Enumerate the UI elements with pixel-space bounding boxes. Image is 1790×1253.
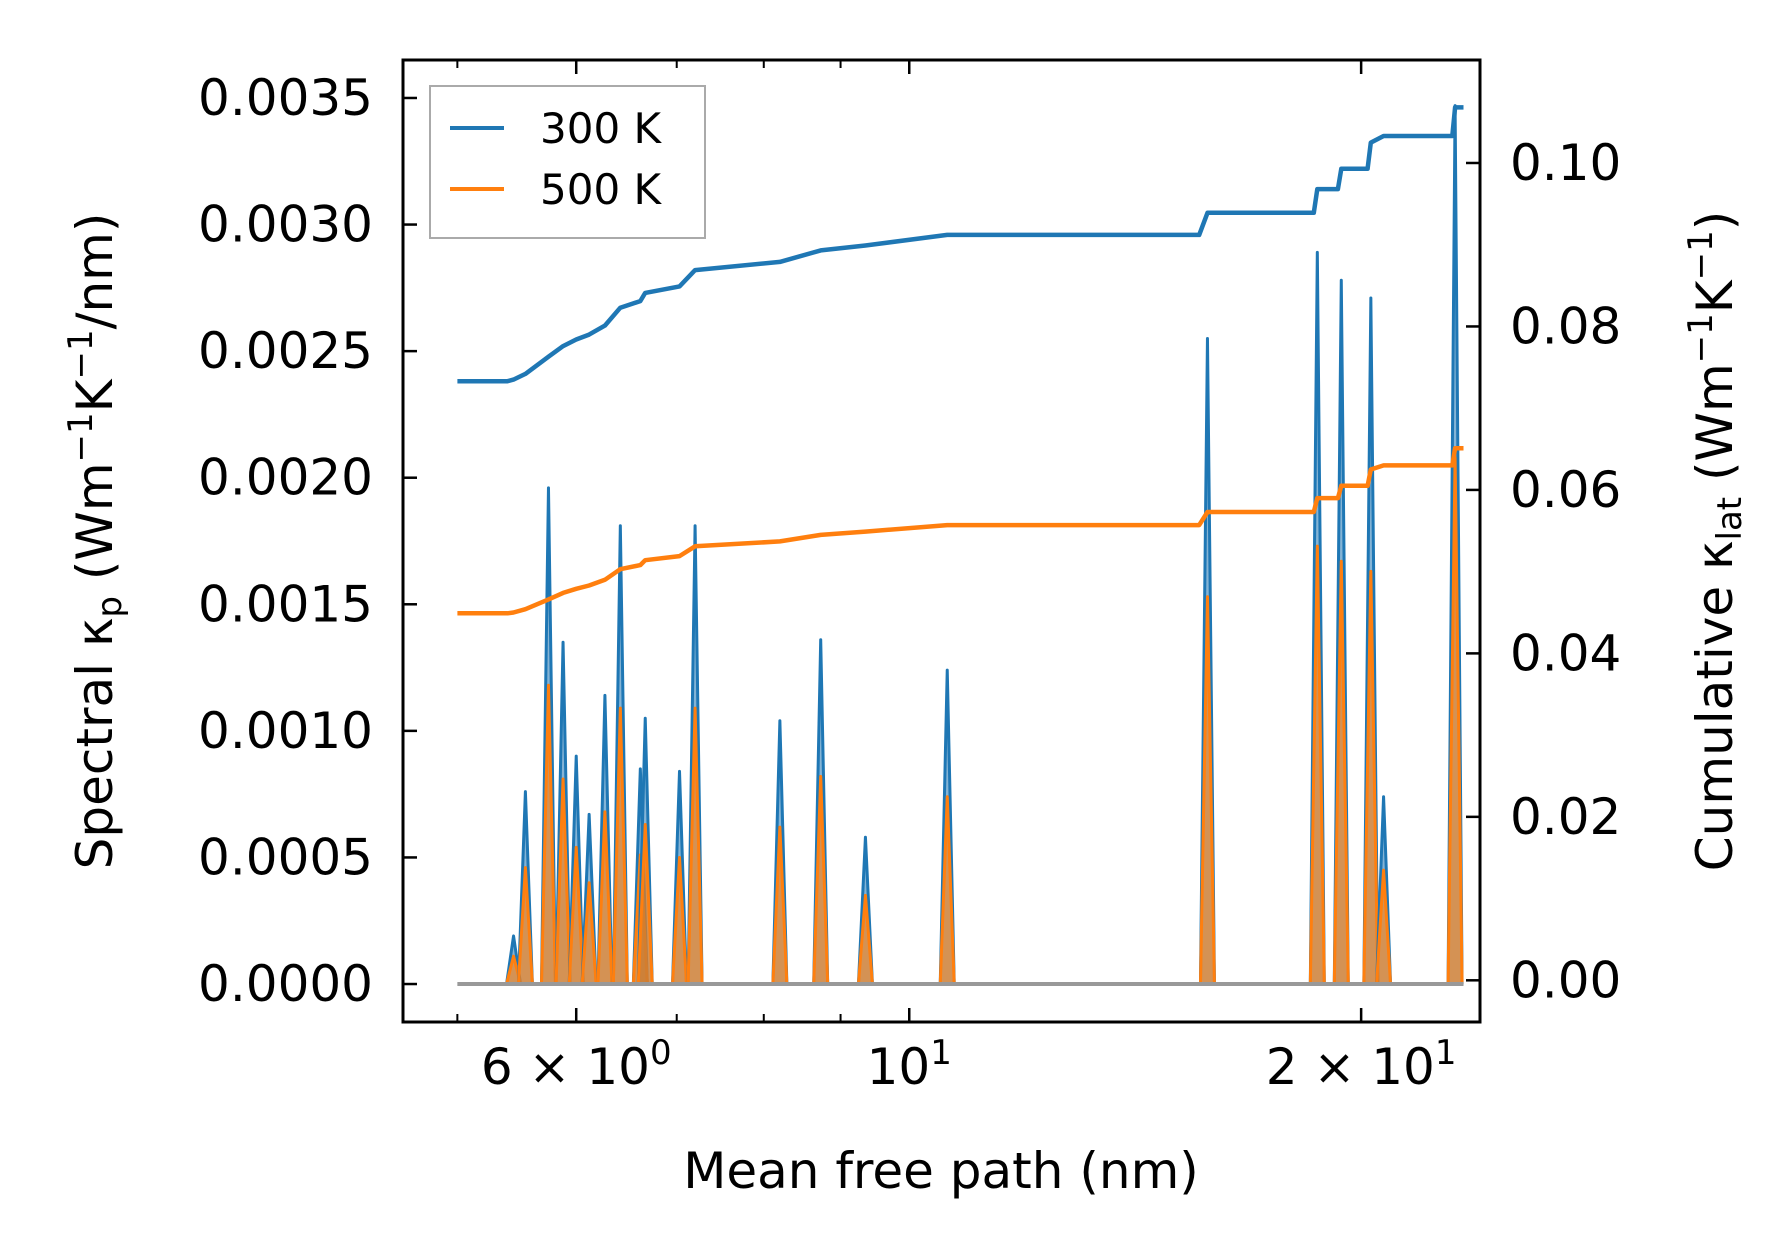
- legend: 300 K 500 K: [429, 85, 706, 239]
- x-tick-label: 101: [867, 1033, 952, 1096]
- cumulative-lines-layer: [457, 105, 1464, 616]
- cumulative-line-300k: [457, 105, 1464, 384]
- y-left-tick-label: 0.0030: [198, 196, 373, 254]
- y-axis-left-title: Spectral κp (Wm−1K−1/nm): [61, 213, 130, 870]
- legend-frame: [429, 85, 706, 239]
- y-left-tick-label: 0.0000: [198, 955, 373, 1013]
- x-axis-title: Mean free path (nm): [683, 1142, 1199, 1200]
- tick-labels-layer: 6 × 100 101 2 × 101 0.0000 0.0005 0.0010 0.001…: [198, 69, 1621, 1096]
- y-left-tick-label: 0.0015: [198, 575, 373, 633]
- y-right-tick-label: 0.04: [1510, 624, 1621, 682]
- y-left-tick-label: 0.0020: [198, 449, 373, 507]
- y-left-tick-label: 0.0035: [198, 69, 373, 127]
- y-right-tick-label: 0.00: [1510, 951, 1621, 1009]
- y-axis-right-title: Cumulative κlat (Wm−1K−1): [1681, 211, 1750, 871]
- spectral-spikes-layer: [457, 104, 1464, 987]
- cumulative-line-500k: [457, 445, 1464, 616]
- ticks-layer: [403, 60, 1480, 1022]
- x-tick-label: 2 × 101: [1266, 1033, 1457, 1096]
- y-right-tick-label: 0.06: [1510, 461, 1621, 519]
- legend-label-300k: 300 K: [540, 104, 663, 153]
- y-left-tick-label: 0.0005: [198, 828, 373, 886]
- y-right-tick-label: 0.08: [1510, 297, 1621, 355]
- y-right-tick-label: 0.10: [1510, 134, 1621, 192]
- x-tick-label: 6 × 100: [481, 1033, 672, 1096]
- y-right-tick-label: 0.02: [1510, 788, 1621, 846]
- legend-label-500k: 500 K: [540, 165, 663, 214]
- plot-frame: [401, 58, 1482, 1024]
- y-left-tick-label: 0.0025: [198, 322, 373, 380]
- y-left-tick-label: 0.0010: [198, 702, 373, 760]
